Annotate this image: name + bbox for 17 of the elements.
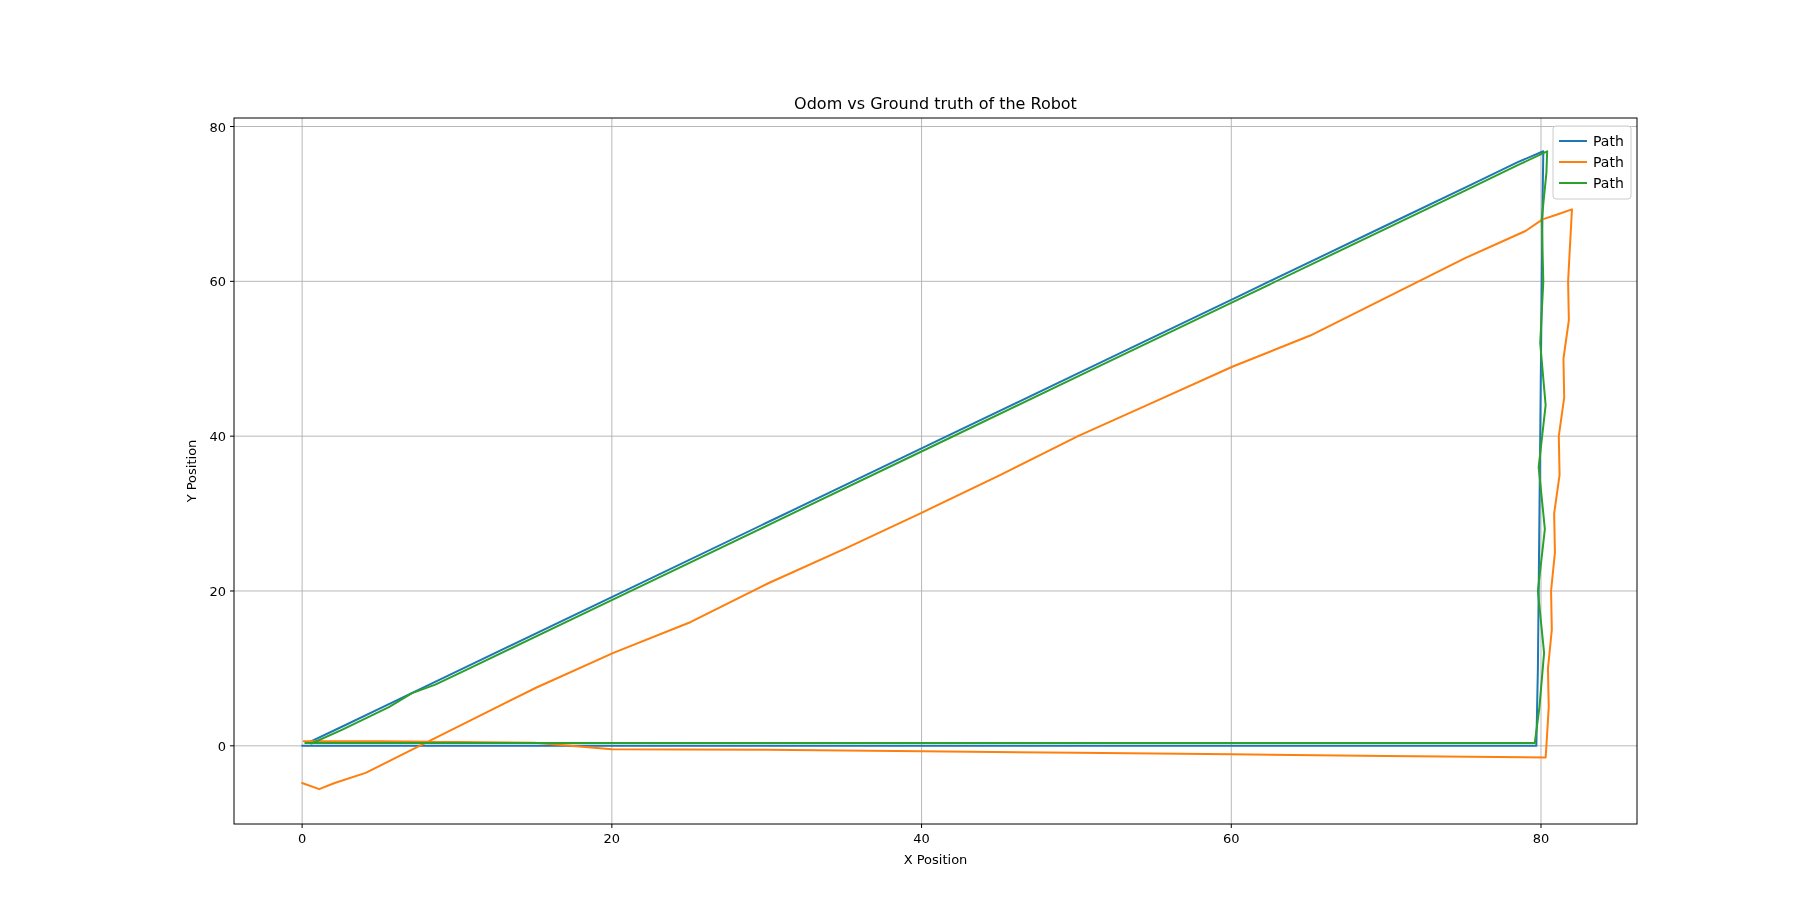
y-axis-title: Y Position <box>184 439 199 504</box>
x-tick-label: 80 <box>1532 831 1550 846</box>
x-tick-label: 40 <box>913 831 930 846</box>
x-tick-label: 60 <box>1223 831 1240 846</box>
x-tick-label: 20 <box>603 831 621 846</box>
x-tick-label: 0 <box>298 831 307 846</box>
line-series <box>301 208 1573 791</box>
x-axis-title: X Position <box>903 852 968 867</box>
legend-label: Path <box>1593 154 1624 170</box>
legend-label: Path <box>1593 133 1624 149</box>
y-tick-label: 20 <box>209 583 226 599</box>
y-tick-label: 0 <box>217 738 226 754</box>
legend-label: Path <box>1593 175 1624 191</box>
y-tick-label: 80 <box>209 119 226 135</box>
chart-title: Odom vs Ground truth of the Robot <box>794 94 1077 113</box>
y-tick-label: 60 <box>209 274 226 290</box>
y-tick-label: 40 <box>209 429 226 445</box>
